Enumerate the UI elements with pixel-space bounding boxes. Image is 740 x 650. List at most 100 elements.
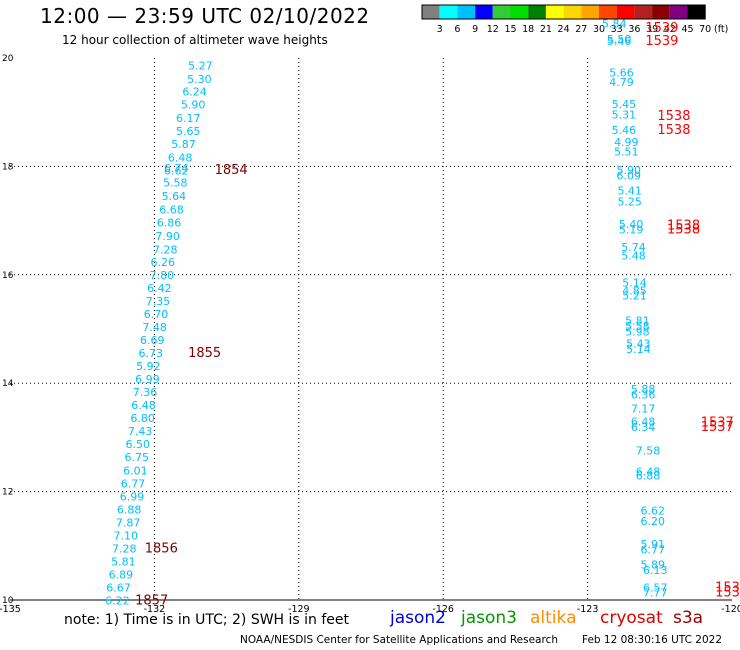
wave-height-label: 7.90	[155, 230, 180, 243]
x-tick-label: -126	[432, 604, 454, 615]
x-tick-label: -132	[144, 604, 166, 615]
chart-subtitle: 12 hour collection of altimeter wave hei…	[62, 33, 328, 47]
pass-time-label: 1536	[715, 586, 740, 601]
wave-height-label: 5.84	[602, 18, 627, 31]
wave-height-label: 5.88	[631, 383, 656, 396]
wave-height-label: 6.80	[130, 412, 155, 425]
wave-height-label: 5.14	[626, 343, 651, 356]
wave-height-label: 6.69	[140, 334, 165, 347]
pass-time-label: 1536	[715, 580, 740, 595]
wave-height-label: 6.22	[105, 594, 130, 607]
pass-time-label: 1537	[701, 416, 734, 431]
footer-credit: NOAA/NESDIS Center for Satellite Applica…	[240, 634, 558, 646]
wave-height-label: 6.24	[182, 85, 207, 98]
wave-height-label: 7.36	[133, 386, 158, 399]
wave-height-label: 5.81	[111, 555, 136, 568]
color-scale-label: 70	[699, 24, 711, 35]
color-scale-label: 15	[504, 24, 516, 35]
wave-height-label: 6.77	[641, 543, 666, 556]
wave-height-label: 5.41	[617, 185, 642, 198]
pass-time-label: 1538	[667, 218, 700, 233]
color-scale-label: 39	[646, 24, 658, 35]
wave-height-label: 5.89	[641, 559, 666, 572]
color-scale-swatch	[510, 5, 529, 19]
color-scale-swatch	[616, 5, 635, 19]
wave-height-label: 5.66	[609, 66, 634, 79]
color-scale-swatch	[492, 5, 511, 19]
wave-height-label: 6.99	[135, 373, 160, 386]
y-tick-label: 14	[2, 379, 14, 389]
color-scale-swatch	[599, 5, 617, 19]
wave-height-label: 5.92	[136, 360, 161, 373]
wave-height-label: 6.88	[636, 470, 661, 483]
wave-height-label: 6.09	[616, 169, 641, 182]
wave-height-label: 6.86	[157, 217, 182, 230]
y-tick-label: 10	[2, 596, 14, 606]
wave-height-label: 6.67	[106, 581, 130, 594]
color-scale-label: 45	[681, 24, 693, 35]
wave-height-label: 5.46	[612, 124, 637, 137]
wave-height-label: 6.36	[631, 388, 656, 401]
wave-height-label: 5.65	[176, 125, 201, 138]
wave-height-label: 6.48	[168, 152, 193, 165]
pass-time-label: 1855	[188, 346, 221, 361]
color-scale-unit: (ft)	[714, 24, 728, 35]
wave-height-label: 5.43	[626, 337, 651, 350]
wave-height-label: 5.58	[625, 320, 650, 333]
wave-height-label: 5.14	[622, 277, 647, 290]
wave-height-label: 7.80	[150, 269, 175, 282]
wave-height-label: 5.74	[621, 241, 646, 254]
wave-height-label: 5.19	[619, 224, 644, 237]
wave-height-label: 6.26	[151, 256, 176, 269]
wave-height-label: 5.87	[171, 138, 196, 151]
x-tick-label: -129	[288, 604, 310, 615]
legend-altika: altika	[530, 608, 577, 628]
color-scale-label: 21	[540, 24, 552, 35]
y-tick-label: 20	[2, 54, 14, 64]
wave-height-label: 6.62	[641, 504, 666, 517]
wave-height-label: 6.34	[631, 421, 656, 434]
color-scale-frame	[421, 4, 706, 20]
footer-note: note: 1) Time is in UTC; 2) SWH is in fe…	[64, 612, 350, 628]
color-scale-label: 30	[593, 24, 605, 35]
pass-time-label: 1538	[657, 123, 690, 138]
wave-height-label: 6.01	[123, 464, 148, 477]
wave-height-label: 6.57	[643, 581, 668, 594]
color-scale-label: 3	[437, 24, 443, 35]
color-scale-swatch	[422, 5, 440, 19]
color-scale-swatch	[563, 5, 582, 19]
wave-height-label: 6.50	[126, 438, 150, 451]
wave-height-label: 7.58	[636, 445, 661, 458]
y-tick-label: 12	[2, 488, 13, 498]
color-scale-label: 36	[628, 24, 640, 35]
color-scale-swatch	[669, 5, 688, 19]
color-scale-swatch	[528, 5, 546, 19]
wave-height-label: 5.58	[163, 176, 188, 189]
wave-height-label: 7.77	[643, 587, 668, 600]
color-scale-swatch	[439, 5, 458, 19]
legend-jason2: jason2	[390, 608, 446, 628]
wave-height-label: 5.21	[622, 290, 647, 303]
color-scale-swatch	[545, 5, 564, 19]
wave-height-label: 5.40	[619, 218, 644, 231]
wave-height-label: 5.25	[617, 195, 642, 208]
page-title: 12:00 — 23:59 UTC 02/10/2022	[40, 4, 370, 28]
wave-height-label: 4.85	[622, 284, 647, 297]
color-scale-swatch	[687, 5, 706, 19]
wave-height-label: 4.79	[609, 76, 634, 89]
pass-time-label: 1538	[667, 223, 700, 238]
pass-time-label: 1537	[701, 420, 734, 435]
wave-height-label: 6.70	[144, 308, 169, 321]
y-tick-label: 16	[2, 271, 14, 281]
wave-height-label: 6.48	[636, 465, 661, 478]
pass-time-label: 1857	[135, 593, 168, 608]
wave-height-label: 5.90	[616, 164, 641, 177]
legend-jason3: jason3	[461, 608, 517, 628]
wave-height-label: 6.74	[164, 162, 189, 175]
wave-height-label: 5.31	[612, 109, 637, 122]
wave-height-label: 7.17	[631, 402, 656, 415]
wave-height-label: 6.88	[117, 503, 142, 516]
x-tick-label: -120	[721, 604, 740, 615]
color-scale-legend: 3 6 9 12 15 18 21 24 27 30 33 36 39 42 45 70 (ft)	[421, 4, 728, 35]
wave-height-label: 5.90	[181, 98, 206, 111]
